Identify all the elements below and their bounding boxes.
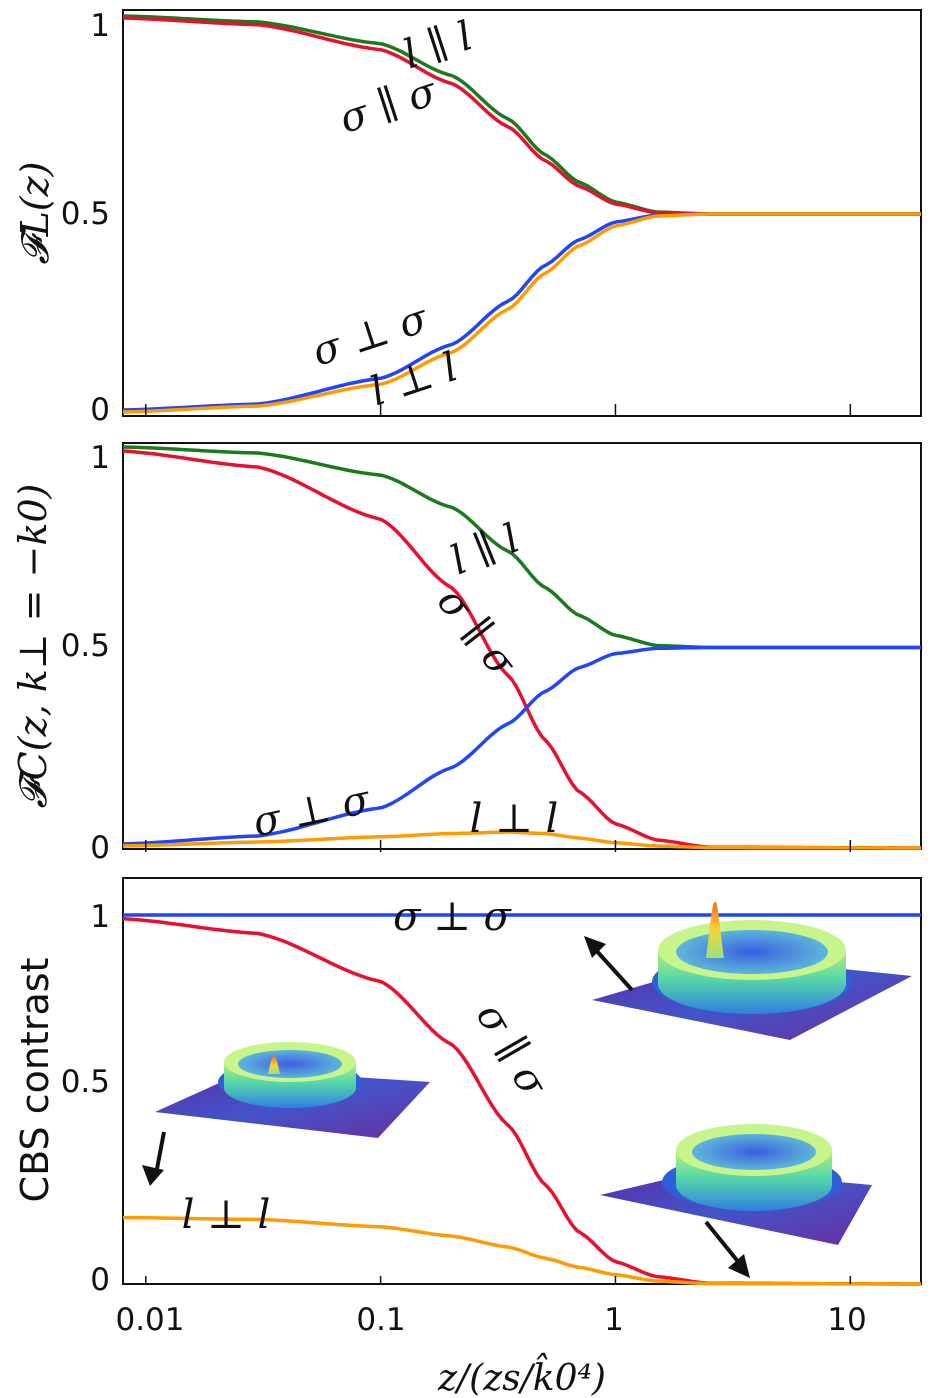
label-bottom-l-perp-l: l ⊥ l <box>182 1192 271 1238</box>
y-axis-label-top: 𝓕L(z) <box>13 162 57 265</box>
label-middle-l-par-l: l ∥ l <box>444 516 526 585</box>
label-top-sigma-par-sigma: σ ∥ σ <box>334 68 444 143</box>
label-middle-sigma-par-sigma: σ ∥ σ <box>428 579 526 686</box>
series-line-0-3 <box>122 212 921 414</box>
series-line-0-1 <box>122 16 921 216</box>
y-tick-bottom-0: 0 <box>90 1262 110 1298</box>
y-axis-label-middle: 𝓕C(z, k⊥ = −k0) <box>11 484 55 809</box>
arrow-icon-bottom-right <box>704 1220 750 1278</box>
y-tick-top-0: 0 <box>90 392 110 428</box>
y-tick-middle-05: 0.5 <box>61 628 110 664</box>
x-tick-01: 0.1 <box>356 1302 405 1338</box>
arrow-icon-left-down <box>142 1131 166 1186</box>
series-line-1-1 <box>122 449 921 850</box>
series-line-0-0 <box>122 14 921 216</box>
x-tick-1: 1 <box>604 1302 624 1338</box>
y-tick-bottom-1: 1 <box>90 899 110 935</box>
series-line-1-3 <box>122 830 921 850</box>
curves-bottom <box>122 913 921 1286</box>
inset-ring-surface-no-peak <box>600 1124 872 1245</box>
inset-peaked-ring-surface <box>592 901 912 1040</box>
x-axis-label: z/(zs/k̂0⁴) <box>437 1353 606 1398</box>
y-tick-top-1: 1 <box>90 8 110 44</box>
y-tick-bottom-05: 0.5 <box>61 1064 110 1100</box>
y-axis-label-bottom: CBS contrast <box>13 958 57 1203</box>
series-line-1-0 <box>122 445 921 650</box>
series-line-0-2 <box>122 212 921 412</box>
x-tick-10: 10 <box>827 1302 866 1338</box>
curves-middle <box>122 445 921 852</box>
label-middle-l-perp-l: l ⊥ l <box>470 796 559 842</box>
arrow-icon-top-right <box>584 936 634 992</box>
y-tick-middle-1: 1 <box>90 440 110 476</box>
label-middle-sigma-perp-sigma: σ ⊥ σ <box>249 776 375 846</box>
panel-bottom-frame <box>122 877 922 1285</box>
label-top-l-par-l: l ∥ l <box>398 13 478 78</box>
y-tick-middle-0: 0 <box>90 830 110 866</box>
curves-top <box>122 14 921 416</box>
label-bottom-sigma-perp-sigma: σ ⊥ σ <box>393 894 512 940</box>
x-tick-001: 0.01 <box>115 1302 184 1338</box>
series-line-2-2 <box>123 1215 921 1286</box>
y-tick-top-05: 0.5 <box>61 196 110 232</box>
series-line-1-2 <box>122 645 921 846</box>
inset-small-peak-ring-surface <box>155 1042 430 1138</box>
